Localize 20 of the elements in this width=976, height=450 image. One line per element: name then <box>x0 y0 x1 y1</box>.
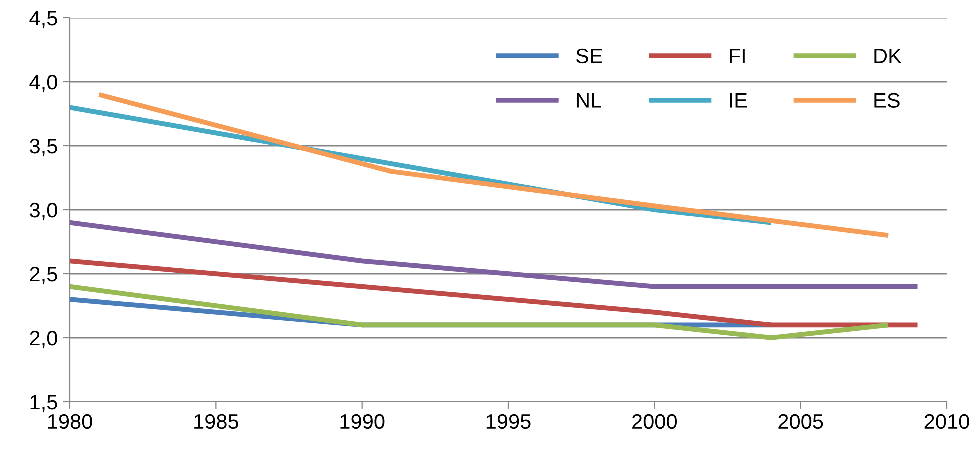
legend-label: IE <box>730 93 748 108</box>
y-tick-label: 4,5 <box>30 11 58 28</box>
x-tick-label: 1990 <box>340 414 385 430</box>
legend-label: NL <box>577 93 602 108</box>
y-tick-label: 3,5 <box>30 139 58 156</box>
y-tick-label: 2,0 <box>30 331 58 348</box>
y-tick-label: 2,5 <box>30 267 58 284</box>
y-tick-label: 4,0 <box>30 75 58 92</box>
x-tick-label: 1995 <box>486 414 531 430</box>
legend-label: ES <box>874 93 900 108</box>
y-tick-label: 3,0 <box>30 203 58 220</box>
x-tick-label: 1980 <box>48 414 92 430</box>
x-tick-label: 1985 <box>194 414 238 430</box>
x-tick-label: 2000 <box>632 414 678 430</box>
x-tick-label: 2010 <box>924 414 970 430</box>
y-tick-label: 1,5 <box>30 395 58 412</box>
legend-label: FI <box>730 49 745 64</box>
legend-label: DK <box>874 49 902 64</box>
x-tick-label: 2005 <box>778 414 824 430</box>
legend-label: SE <box>576 48 602 64</box>
